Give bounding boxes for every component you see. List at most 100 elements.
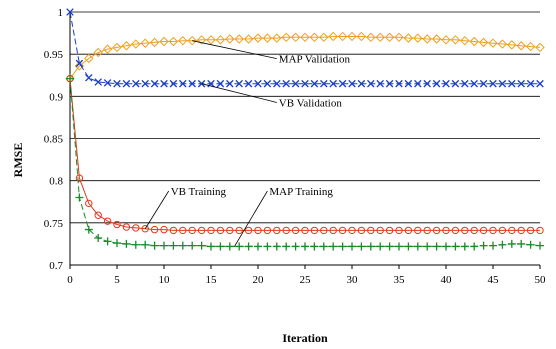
map-validation-point [112, 42, 122, 53]
map-training-point [357, 226, 366, 235]
gridlines [70, 11, 540, 224]
vb-validation-point [197, 79, 206, 88]
map-training-point [395, 226, 403, 235]
map-training-point [207, 226, 215, 235]
vb-validation-point [103, 79, 112, 87]
map-training-point [301, 226, 309, 235]
vb-validation-point [526, 79, 535, 88]
map-validation-point [431, 34, 442, 44]
map-validation-point [187, 35, 197, 46]
map-validation-point [450, 35, 461, 45]
vb-training-point [244, 242, 253, 251]
vb-training-point [207, 242, 215, 251]
x-tick-label: 25 [300, 274, 312, 286]
vb-training-point [301, 242, 309, 251]
map-validation-point [319, 32, 329, 43]
vb-training-point [169, 241, 178, 250]
x-tick-label: 30 [347, 274, 359, 286]
vb-validation-point [132, 79, 140, 88]
map-training-point [75, 174, 84, 182]
map-training-point [442, 226, 450, 235]
vb-training-point [263, 242, 272, 251]
map-validation-point [413, 33, 423, 43]
map-training-point [517, 226, 525, 235]
map-validation-point [460, 35, 470, 46]
vb-training-point [385, 242, 394, 251]
map-validation-point [478, 37, 489, 48]
vb-training-point [329, 242, 338, 251]
x-tick-label: 0 [67, 274, 73, 286]
map-training-point [526, 226, 535, 235]
map-validation-point [300, 32, 310, 43]
vb-validation-point [169, 79, 178, 88]
map-validation-point [394, 32, 404, 43]
vb-validation-point [498, 79, 507, 88]
vb-training-point [526, 240, 535, 249]
map-training-point [320, 226, 328, 235]
map-validation-point [337, 31, 348, 42]
x-tick-label: 20 [253, 274, 265, 286]
map-validation-point [441, 35, 451, 45]
vb-validation-point [329, 79, 337, 88]
map-validation-point [149, 37, 160, 48]
vb-validation-point [66, 8, 74, 16]
vb-training-point [366, 242, 375, 251]
vb-training-point [357, 242, 366, 251]
vb-training-point [470, 242, 479, 251]
vb-validation-line [69, 11, 540, 85]
map-training-point [404, 226, 413, 235]
map-validation-point [469, 36, 479, 47]
map-validation-point [403, 33, 414, 43]
vb-validation-point [85, 74, 93, 82]
map-training-point [348, 226, 356, 235]
vb-validation-point [273, 79, 281, 88]
map-validation-point [121, 41, 132, 51]
map-training-point [291, 226, 300, 235]
series-layer [65, 8, 545, 251]
y-tick-label: 0.85 [44, 134, 64, 146]
map-validation-point [281, 32, 291, 43]
map-training-point [461, 226, 469, 235]
map-validation-point [234, 34, 244, 44]
map-training-point [273, 226, 281, 235]
map-training-point [451, 226, 460, 235]
vb-training-point [197, 241, 206, 250]
vb-training-point [489, 241, 497, 250]
map-training-point [385, 226, 394, 235]
vb-training-point [395, 242, 403, 251]
x-tick-label: 45 [488, 274, 500, 286]
map-validation-point [159, 36, 169, 47]
vb-validation-point [442, 79, 450, 88]
map-training-point [188, 226, 196, 235]
y-tick-label: 1 [58, 7, 64, 19]
vb-training-point [84, 225, 93, 234]
map-validation-series [65, 31, 545, 84]
map-training-point [263, 226, 272, 235]
vb-validation-point [423, 79, 431, 88]
map-training-point [132, 224, 140, 232]
vb-validation-point [536, 79, 544, 88]
map-training-point [498, 226, 507, 235]
map-validation-point [507, 40, 517, 50]
vb-training-point [423, 242, 432, 251]
vb-training-point [442, 242, 450, 251]
vb-training-point [404, 242, 413, 251]
x-tick-label: 35 [394, 274, 406, 286]
map-training-point [282, 226, 290, 235]
vb-validation-series [66, 8, 544, 88]
vb-training-point [178, 241, 187, 250]
map-training-point [376, 226, 384, 235]
vb-training-leader [144, 190, 170, 229]
map-validation-point [347, 31, 357, 42]
map-validation-point [84, 53, 94, 64]
map-validation-point [375, 32, 385, 43]
vb-training-point [254, 242, 262, 251]
vb-training-point [291, 242, 300, 251]
map-training-point [470, 226, 478, 235]
vb-training-point [141, 240, 150, 249]
map-training-point [197, 226, 206, 235]
map-validation-point [253, 33, 263, 43]
vb-training-point [272, 242, 281, 251]
